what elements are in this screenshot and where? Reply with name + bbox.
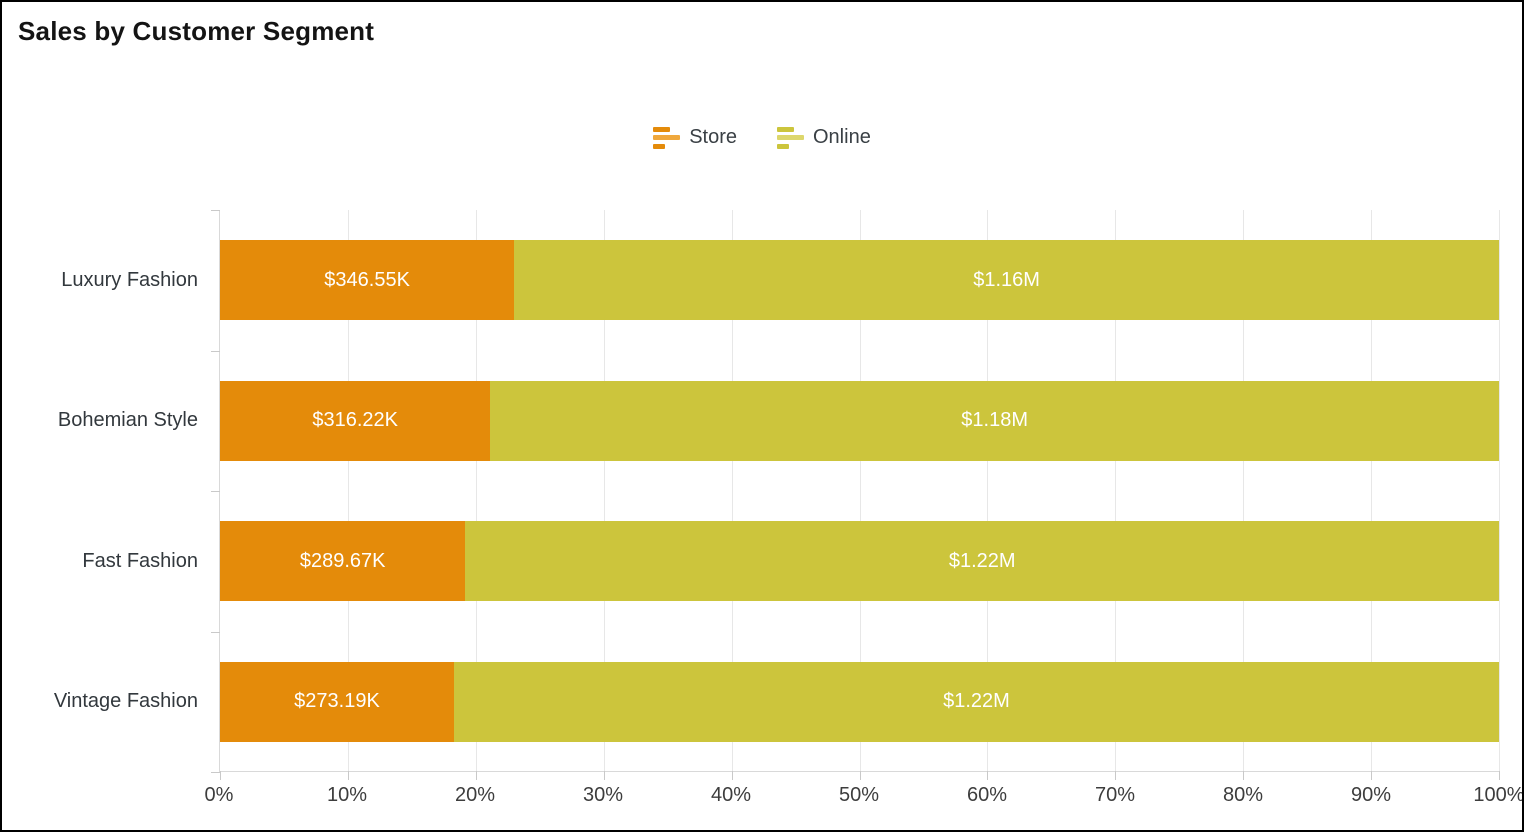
bar-row-vintage-fashion: $273.19K $1.22M [220,661,1499,742]
category-label-luxury-fashion: Luxury Fashion [61,268,198,291]
gridline-90pct [1371,210,1373,771]
y-axis-category-labels: Luxury Fashion Bohemian Style Fast Fashion… [2,210,198,772]
x-axis-label-0pct: 0% [204,784,234,806]
category-label-bohemian-style: Bohemian Style [57,409,198,432]
plot-area: $346.55K $1.16M $316.22K $1.18M $289.67K $1.2… [211,210,1500,780]
bar-row-bohemian-style: $316.22K $1.18M [220,380,1499,461]
x-axis-tick [859,771,861,780]
legend-label-store: Store [689,126,737,148]
y-axis-tick [211,210,220,211]
x-axis-label-60pct: 60% [966,784,1008,806]
bar-segment-store-luxury-fashion[interactable]: $346.55K [220,240,515,321]
x-axis-tick [475,771,477,780]
bar-segment-online-luxury-fashion[interactable]: $1.16M [514,240,1499,321]
x-axis-label-100pct: 100% [1473,784,1524,806]
x-axis-tick [1371,771,1373,780]
gridline-30pct [603,210,605,771]
bar-value-label: $1.16M [973,268,1040,291]
x-axis-tick [603,771,605,780]
gridline-20pct [475,210,477,771]
x-axis-tick-labels: 0% 10% 20% 30% 40% 50% 60% 70% 80% 90% 100% [205,784,1522,810]
bar-value-label: $316.22K [312,409,398,432]
legend-item-online[interactable]: Online [777,126,871,149]
bar-segment-store-fast-fashion[interactable]: $289.67K [220,521,466,602]
legend-item-store[interactable]: Store [653,126,737,149]
y-axis-tick [211,350,220,352]
x-axis-label-40pct: 40% [710,784,752,806]
category-label-vintage-fashion: Vintage Fashion [53,690,198,713]
x-axis-tick [987,771,989,780]
x-axis-tick [1115,771,1117,780]
x-axis-label-20pct: 20% [454,784,496,806]
gridline-10pct [347,210,349,771]
x-axis-tick [220,771,221,780]
x-axis-tick [1243,771,1245,780]
chart-title: Sales by Customer Segment [18,16,375,46]
gridline-60pct [987,210,989,771]
gridline-80pct [1243,210,1245,771]
bar-segment-online-vintage-fashion[interactable]: $1.22M [454,661,1499,742]
gridline-50pct [859,210,861,771]
bar-segment-store-bohemian-style[interactable]: $316.22K [220,380,491,461]
category-label-fast-fashion: Fast Fashion [82,549,198,572]
legend: Store Online [2,126,1522,149]
x-axis-label-80pct: 80% [1222,784,1264,806]
x-axis-label-70pct: 70% [1094,784,1136,806]
x-axis-label-10pct: 10% [326,784,368,806]
bar-value-label: $1.22M [943,690,1010,713]
bar-value-label: $346.55K [324,268,410,291]
y-axis-tick [211,631,220,633]
bar-row-fast-fashion: $289.67K $1.22M [220,521,1499,602]
x-axis-label-90pct: 90% [1350,784,1392,806]
bar-segment-online-fast-fashion[interactable]: $1.22M [465,521,1499,602]
x-axis-tick [731,771,733,780]
online-series-icon [777,126,804,149]
y-axis-tick [211,491,220,492]
gridline-100pct [1499,210,1500,771]
bar-row-luxury-fashion: $346.55K $1.16M [220,240,1499,321]
legend-label-online: Online [813,126,871,148]
bar-value-label: $1.22M [948,549,1016,572]
gridline-40pct [731,210,733,771]
x-axis-tick [347,771,349,780]
bar-value-label: $273.19K [294,690,380,713]
x-axis-tick [1499,771,1500,780]
x-axis-label-30pct: 30% [582,784,624,806]
bar-segment-store-vintage-fashion[interactable]: $273.19K [220,661,454,742]
bar-value-label: $289.67K [299,549,386,572]
y-axis-tick [211,772,220,773]
bar-value-label: $1.18M [961,409,1028,432]
gridline-70pct [1115,210,1117,771]
x-axis-label-50pct: 50% [838,784,880,806]
store-series-icon [653,126,681,149]
bar-segment-online-bohemian-style[interactable]: $1.18M [490,380,1499,461]
